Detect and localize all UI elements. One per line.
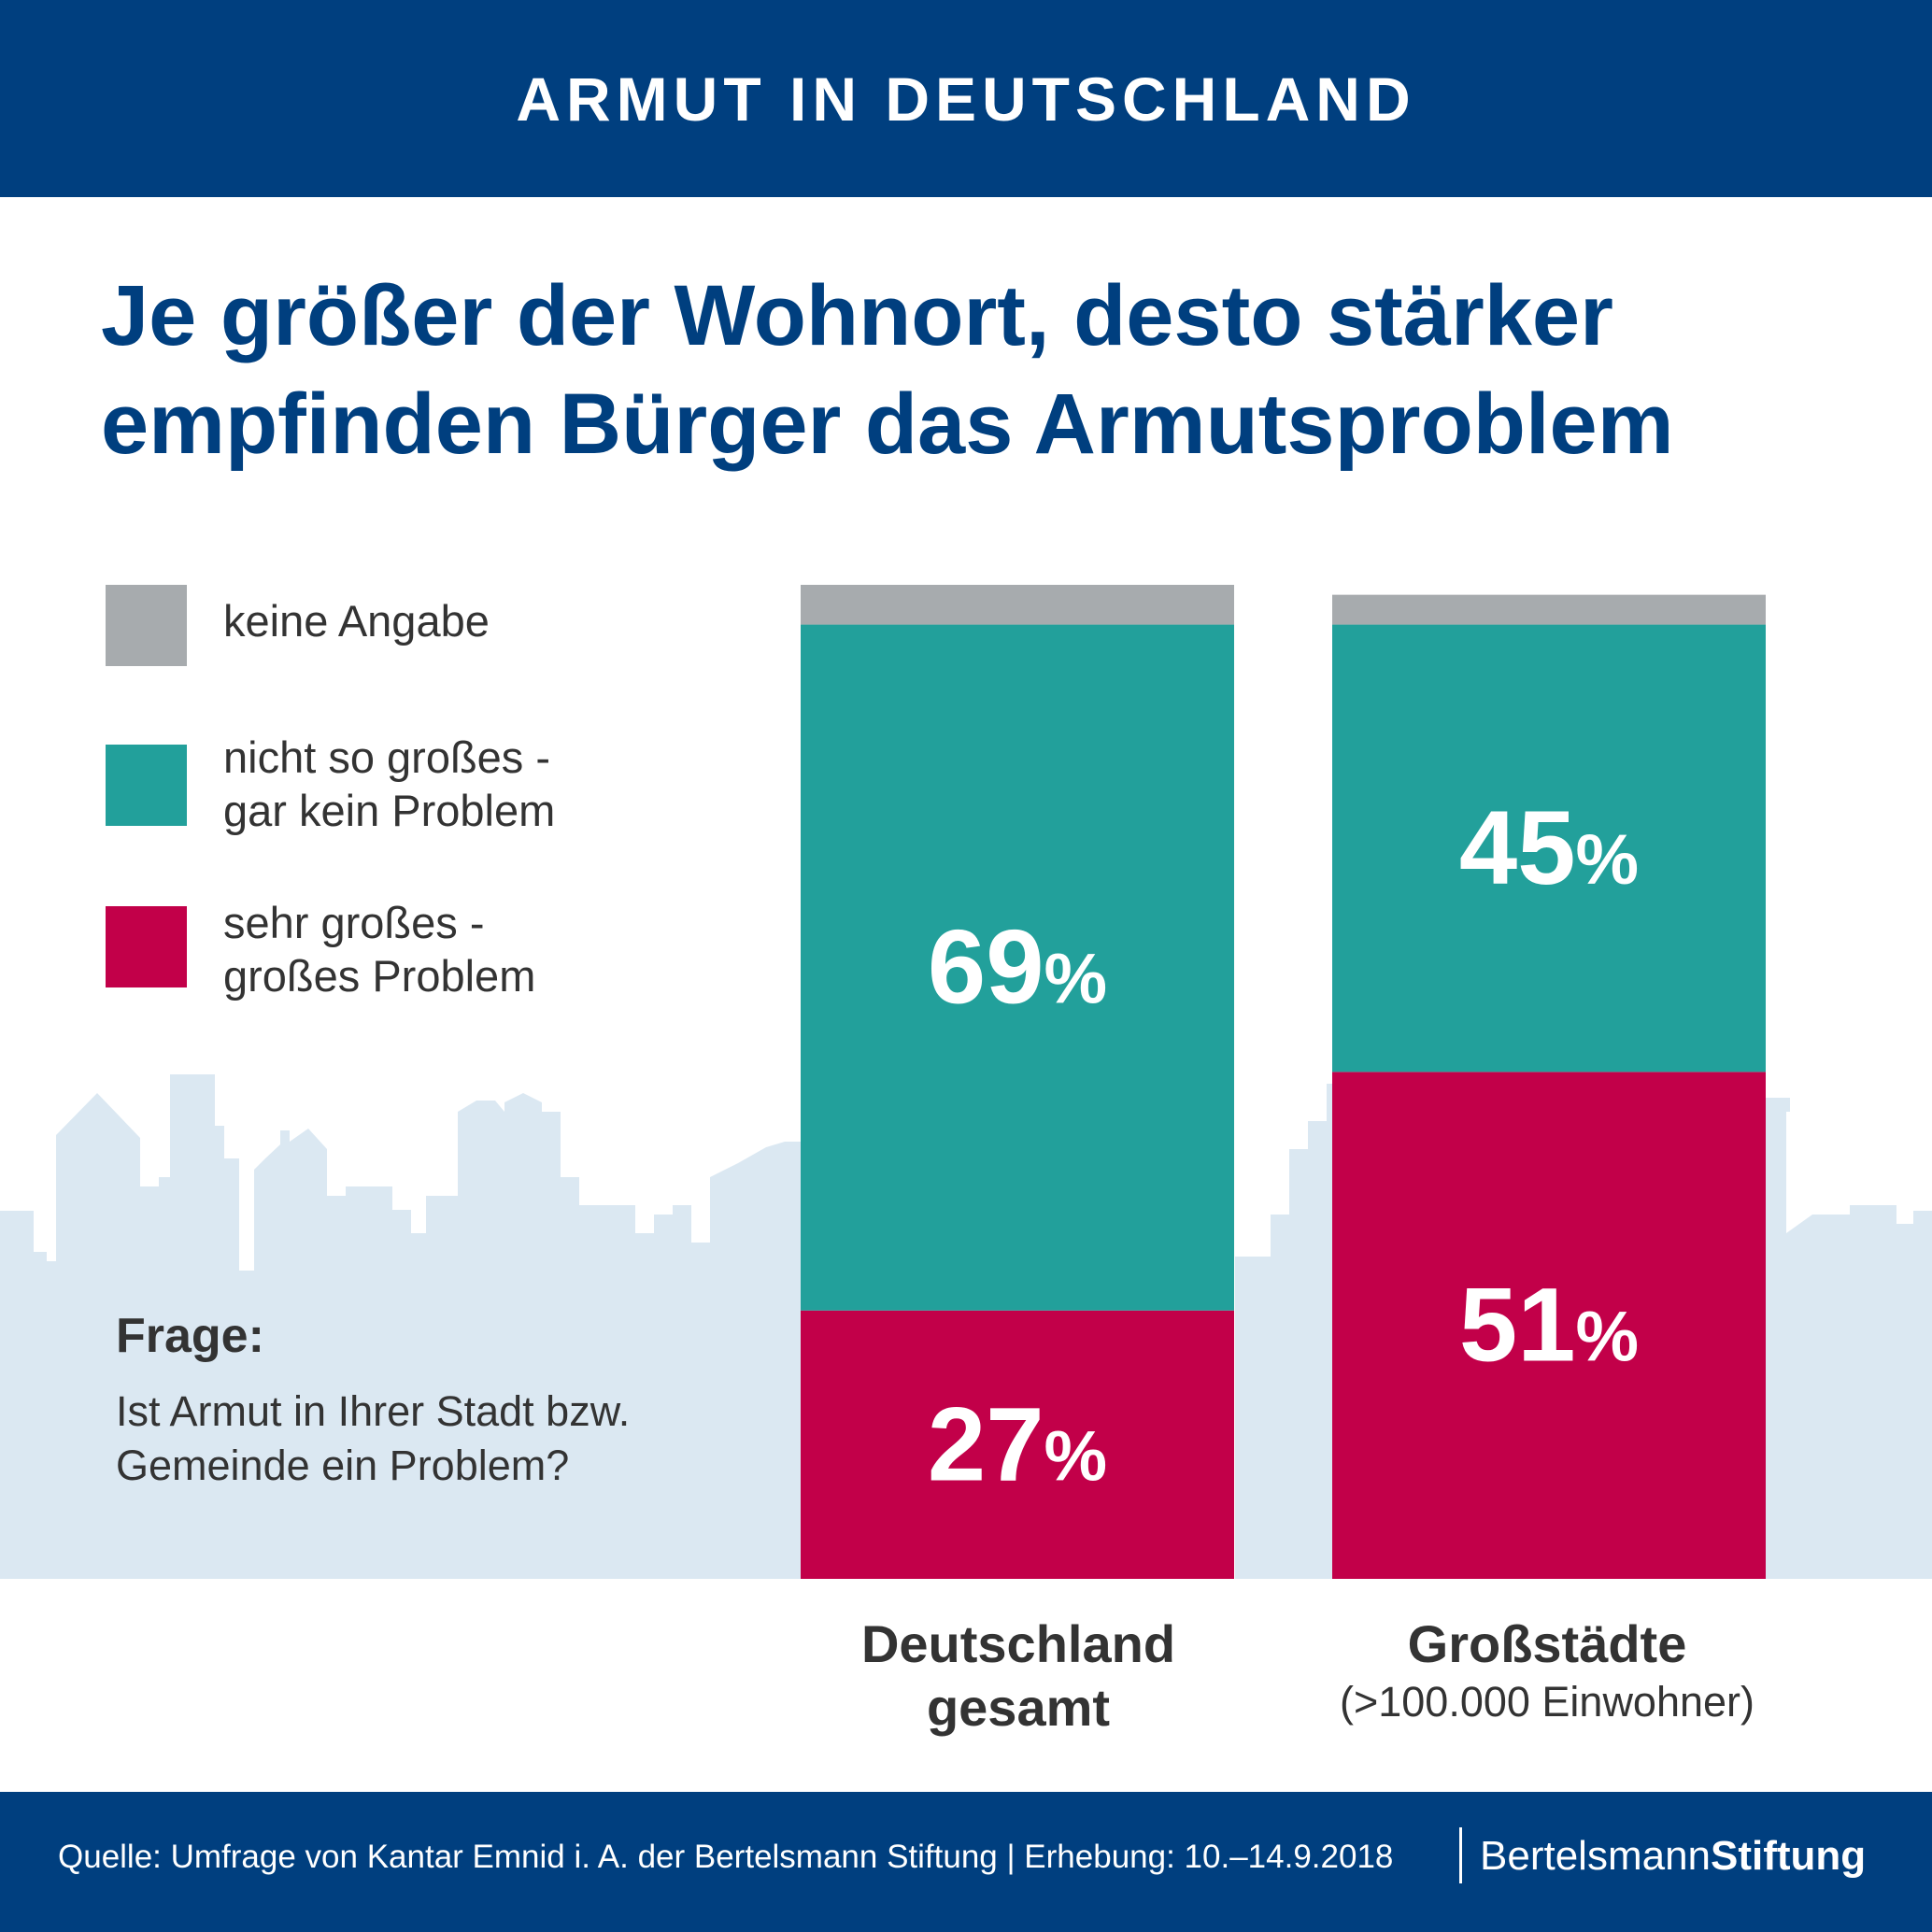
question-title: Frage: [116,1309,264,1363]
bar-deutschland-nicht-so-grosses-gar-kein-problem [801,624,1234,1311]
category-name-deutschland: Deutschland gesamt [860,1614,1176,1737]
legend-swatch-nicht-so-grosses-problem [106,745,187,826]
footer: Quelle: Umfrage von Kantar Emnid i. A. d… [0,1792,1932,1932]
legend-swatch-sehr-grosses-problem [106,906,187,987]
legend-label-keine-angabe: keine Angabe [223,596,490,646]
category-name-grossstaedte: Großstädte [1407,1614,1687,1673]
legend-swatch-keine-angabe [106,585,187,666]
bar-grossstaedte-nicht-so-grosses-gar-kein-problem [1332,624,1766,1073]
bar-deutschland-sehr-grosses-grosses-problem [801,1310,1234,1579]
headline: Je größer der Wohnort, desto stärker emp… [101,262,1876,478]
banner-title: ARMUT IN DEUTSCHLAND [516,64,1416,134]
logo-text-part-1: Bertelsmann [1480,1833,1712,1879]
data-label-grossstaedte-nicht-so-grosses-gar-kein-problem: 45% [1459,789,1639,906]
question-text: Ist Armut in Ihrer Stadt bzw. Gemeinde e… [116,1387,631,1489]
category-sublabel-grossstaedte: (>100.000 Einwohner) [1339,1678,1755,1726]
data-label-deutschland-sehr-grosses-grosses-problem: 27% [928,1385,1107,1502]
headline-line-2: empfinden Bürger das Armutsproblem [101,376,1674,472]
legend-label-sehr-grosses-problem: sehr großes - großes Problem [223,898,536,1001]
top-banner: ARMUT IN DEUTSCHLAND [0,0,1932,197]
data-label-deutschland-nicht-so-grosses-gar-kein-problem: 69% [928,909,1107,1026]
logo-text-part-2: Stiftung [1711,1833,1867,1879]
source-note: Quelle: Umfrage von Kantar Emnid i. A. d… [58,1839,1394,1875]
bar-grossstaedte-sehr-grosses-grosses-problem [1332,1072,1766,1579]
category-label-deutschland: Deutschland gesamt [801,1612,1236,1740]
data-label-grossstaedte-sehr-grosses-grosses-problem: 51% [1459,1267,1639,1384]
bertelsmann-stiftung-logo: BertelsmannStiftung [1480,1833,1866,1880]
bar-deutschland-keine-angabe [801,585,1234,625]
footer-divider [1459,1827,1462,1883]
category-label-grossstaedte: Großstädte (>100.000 Einwohner) [1286,1612,1809,1728]
headline-line-1: Je größer der Wohnort, desto stärker [101,268,1613,363]
bar-grossstaedte-keine-angabe [1332,594,1766,625]
legend-label-nicht-so-grosses-problem: nicht so großes - gar kein Problem [223,732,556,835]
